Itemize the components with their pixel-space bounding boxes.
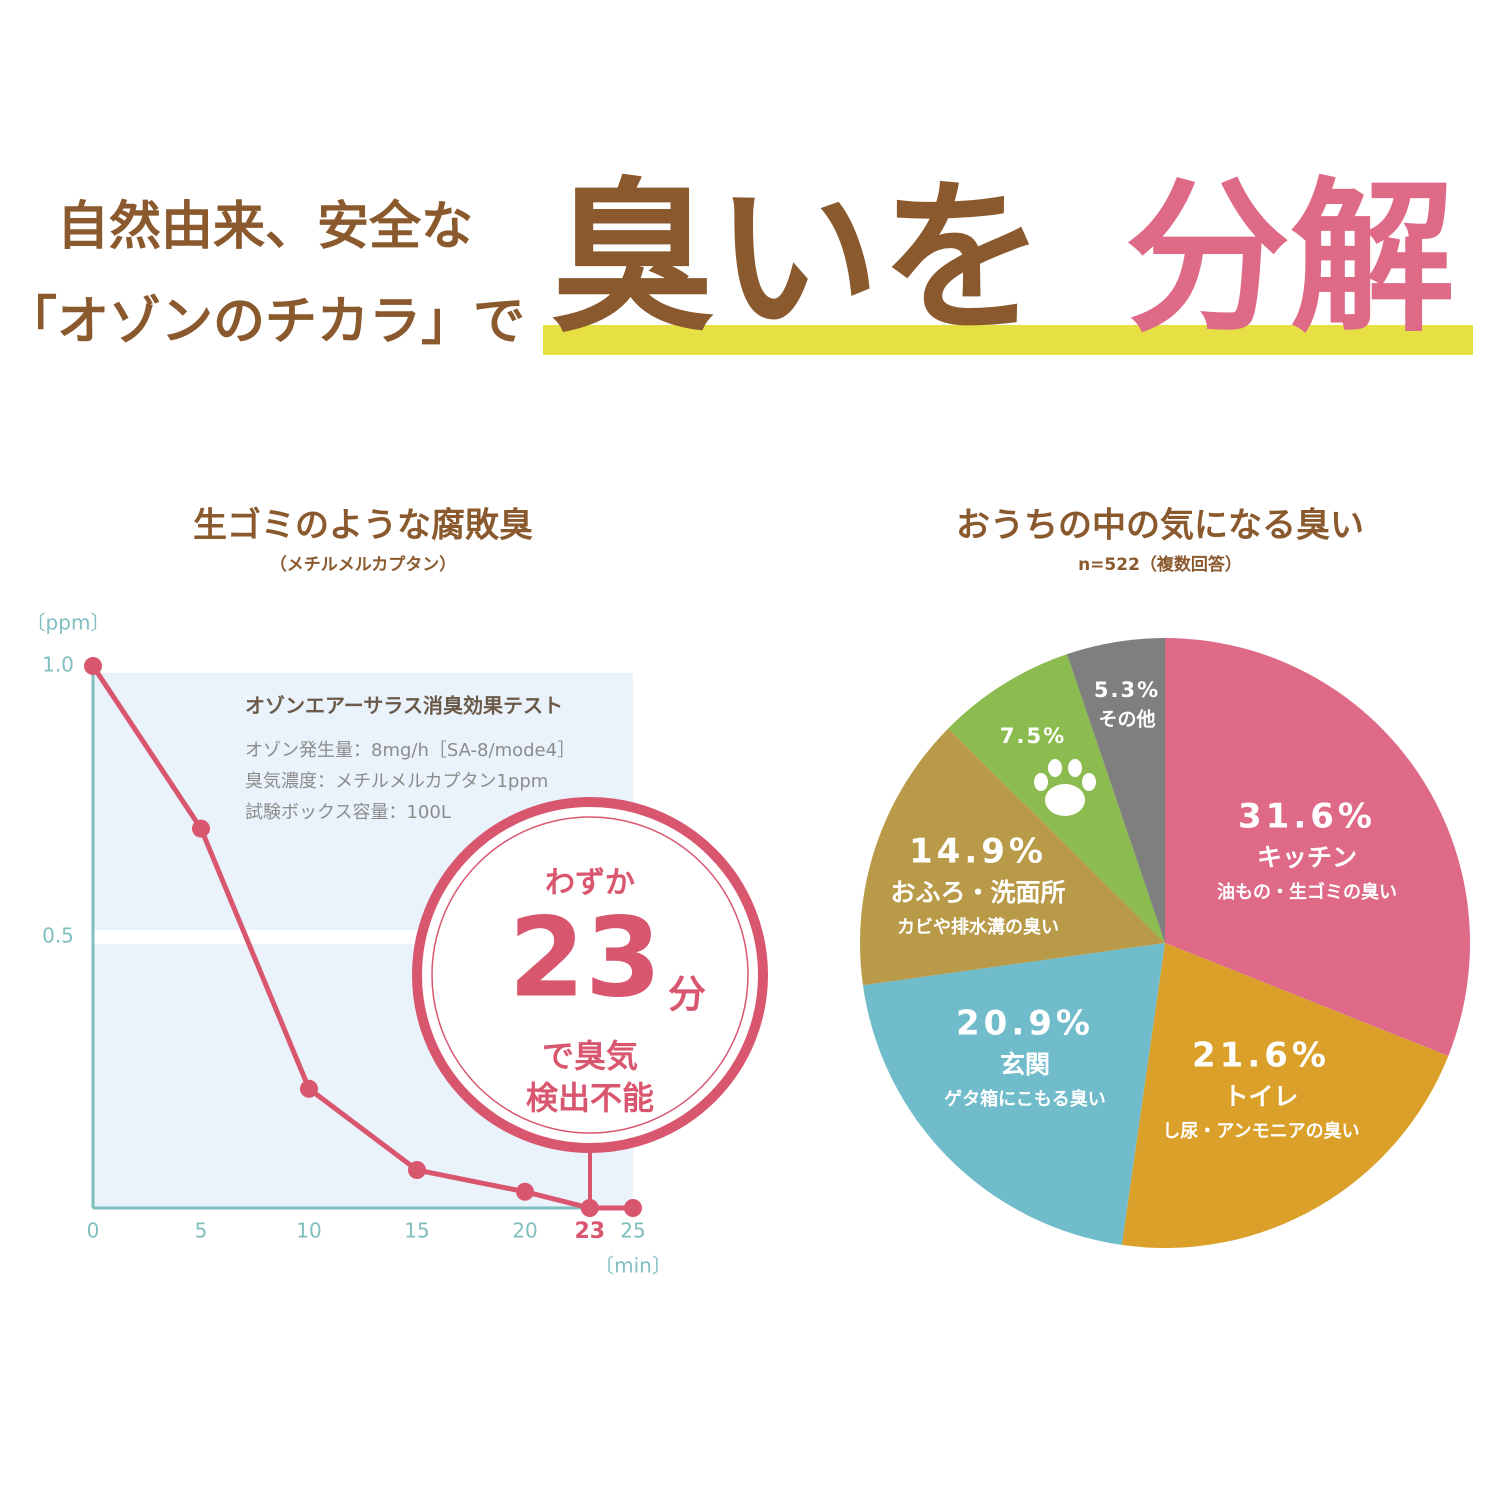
highlight-bar (543, 325, 1473, 355)
x-tick-label: 5 (195, 1219, 208, 1243)
paw-pad (1045, 784, 1085, 816)
slice-value-label: 20.9% (956, 1004, 1094, 1044)
data-point (516, 1182, 534, 1201)
chart-title: 生ゴミのような腐敗臭 (193, 506, 533, 546)
callout-lead: わずか (545, 866, 635, 901)
header-line: 「オゾンのチカラ」で (5, 292, 525, 352)
box-line: 試験ボックス容量：100L (245, 802, 451, 823)
header-line: 自然由来、安全な (57, 197, 473, 257)
x-axis-label: 〔min〕 (594, 1254, 672, 1278)
slice-value-label: 5.3% (1094, 678, 1160, 702)
slice-label: トイレ (1223, 1082, 1298, 1111)
callout-number: 23 (508, 893, 661, 1021)
slice-sublabel: し尿・アンモニアの臭い (1162, 1120, 1359, 1142)
pie-slice (1165, 638, 1470, 1057)
slice-value-label: 7.5% (1000, 724, 1066, 748)
headline-accent: 分解 (1125, 162, 1455, 354)
paw-toe (1068, 759, 1082, 777)
callout-tail: で臭気 (542, 1037, 638, 1075)
slice-label: おふろ・洗面所 (890, 878, 1065, 907)
box-line: オゾン発生量：8mg/h［SA-8/mode4］ (245, 740, 575, 761)
data-point (624, 1199, 642, 1217)
slice-label: その他 (1098, 708, 1155, 731)
data-point (300, 1079, 318, 1098)
box-line: 臭気濃度：メチルメルカプタン1ppm (245, 771, 548, 792)
data-point (192, 819, 210, 838)
pie-slice (860, 728, 1165, 986)
y-tick-label: 0.5 (42, 924, 74, 948)
x-tick-label: 25 (620, 1219, 645, 1243)
callout-unit: 分 (668, 973, 706, 1017)
callout-inner (431, 816, 749, 1134)
y-axis-label: 〔ppm〕 (26, 611, 111, 635)
x-tick-label: 0 (87, 1219, 100, 1243)
pie-slice (1121, 943, 1449, 1249)
headline: 臭いを (550, 162, 1045, 354)
x-tick-label: 10 (296, 1219, 321, 1243)
chart-title: おうちの中の気になる臭い (956, 506, 1364, 546)
slice-value-label: 21.6% (1192, 1036, 1330, 1076)
x-tick-label: 23 (574, 1219, 605, 1244)
y-tick-label: 1.0 (42, 653, 74, 677)
data-point (408, 1161, 426, 1180)
data-point (84, 657, 102, 675)
x-tick-label: 20 (512, 1219, 537, 1243)
slice-sublabel: カビや排水溝の臭い (897, 916, 1059, 938)
x-tick-label: 15 (404, 1219, 429, 1243)
pie-slice (862, 943, 1165, 1245)
paw-toe (1082, 773, 1096, 791)
slice-sublabel: 油もの・生ゴミの臭い (1217, 881, 1397, 903)
slice-label: キッチン (1257, 843, 1357, 872)
box-title: オゾンエアーサラス消臭効果テスト (245, 694, 563, 718)
slice-label: 玄関 (1000, 1050, 1050, 1079)
paw-toe (1034, 773, 1048, 791)
paw-icon (1034, 759, 1096, 816)
paw-toe (1048, 759, 1062, 777)
slice-sublabel: ゲタ箱にこもる臭い (944, 1088, 1106, 1110)
callout-circle (412, 797, 768, 1153)
chart-subtitle: n=522（複数回答） (1078, 554, 1242, 575)
callout-tail: 検出不能 (526, 1079, 654, 1117)
slice-value-label: 31.6% (1238, 797, 1376, 837)
pie-slice (1066, 638, 1165, 943)
slice-value-label: 14.9% (909, 832, 1047, 872)
chart-subtitle: （メチルメルカプタン） (270, 554, 457, 575)
